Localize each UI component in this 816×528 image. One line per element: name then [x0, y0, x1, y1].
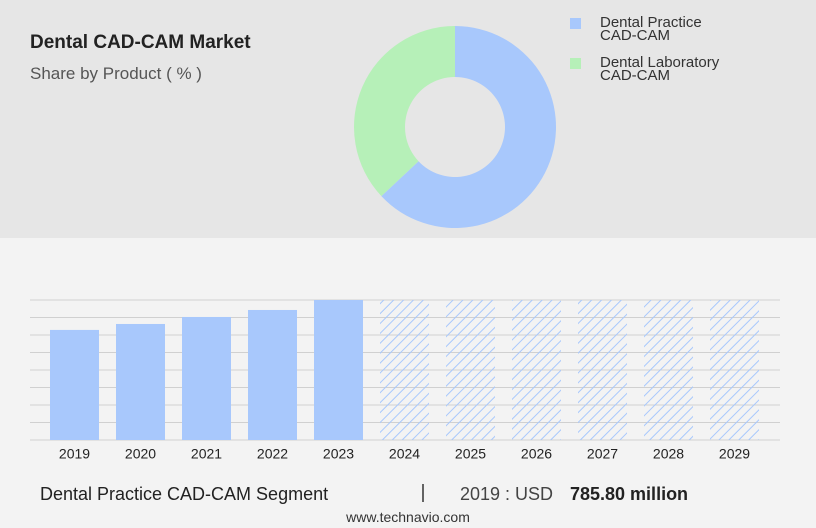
source: www.technavio.com: [346, 509, 470, 525]
forecast-bar: [578, 300, 627, 440]
forecast-bar: [380, 300, 429, 440]
forecast-bar: [512, 300, 561, 440]
x-tick-label: 2026: [521, 446, 552, 462]
legend-label: Dental Laboratory CAD-CAM: [600, 54, 720, 84]
footer-value: 785.80 million: [570, 484, 689, 504]
legend-swatch: [570, 18, 581, 29]
legend-swatch: [570, 58, 581, 69]
forecast-bar: [644, 300, 693, 440]
x-tick-label: 2024: [389, 446, 420, 462]
x-tick-label: 2027: [587, 446, 618, 462]
bar: [182, 316, 231, 440]
footer-segment: Dental Practice CAD-CAM Segment: [40, 484, 329, 504]
x-tick-label: 2029: [719, 446, 750, 462]
bar: [116, 323, 165, 440]
x-tick-label: 2028: [653, 446, 684, 462]
x-tick-label: 2023: [323, 446, 354, 462]
x-tick-label: 2022: [257, 446, 288, 462]
bar: [248, 309, 297, 440]
bar: [314, 300, 363, 440]
chart-subtitle: Share by Product ( % ): [30, 64, 202, 83]
x-tick-label: 2019: [59, 446, 90, 462]
bar: [50, 329, 99, 440]
forecast-bar: [710, 300, 759, 440]
x-tick-label: 2020: [125, 446, 156, 462]
x-tick-label: 2021: [191, 446, 222, 462]
donut-slice: [354, 26, 455, 197]
footer-prefix: 2019 : USD: [460, 484, 554, 504]
legend-label: Dental Practice CAD-CAM: [600, 14, 702, 44]
chart-title: Dental CAD-CAM Market: [30, 32, 251, 53]
forecast-bar: [446, 300, 495, 440]
donut-slice: [381, 26, 556, 228]
x-tick-label: 2025: [455, 446, 486, 462]
